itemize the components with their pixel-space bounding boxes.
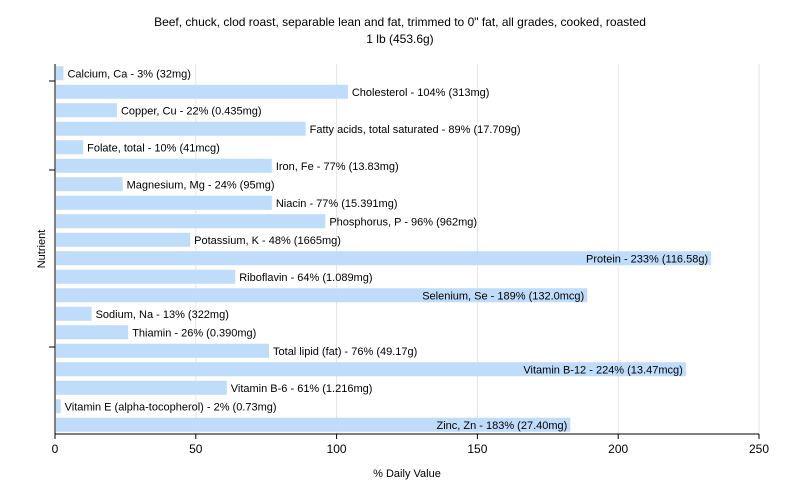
x-axis-title: % Daily Value — [373, 468, 441, 480]
bar-label: Thiamin - 26% (0.390mg) — [132, 327, 256, 339]
bar — [56, 84, 348, 99]
bar-label: Protein - 233% (116.58g) — [586, 253, 708, 265]
bar-label: Potassium, K - 48% (1665mg) — [194, 235, 341, 247]
bar-label: Selenium, Se - 189% (132.0mcg) — [422, 290, 584, 302]
bar — [56, 325, 129, 340]
bar — [56, 195, 272, 210]
bar — [56, 66, 64, 81]
bar — [56, 214, 326, 229]
bar — [56, 380, 227, 395]
chart-title: Beef, chuck, clod roast, separable lean … — [154, 15, 646, 29]
bar — [56, 140, 84, 155]
bar — [56, 251, 712, 266]
x-tick-label: 250 — [749, 442, 769, 456]
bar-label: Magnesium, Mg - 24% (95mg) — [127, 179, 275, 191]
bar-label: Total lipid (fat) - 76% (49.17g) — [273, 346, 417, 358]
x-tick-label: 50 — [189, 442, 203, 456]
bar-label: Vitamin B-12 - 224% (13.47mcg) — [523, 364, 682, 376]
bar — [56, 232, 191, 247]
bar-label: Niacin - 77% (15.391mg) — [276, 198, 398, 210]
bar-label: Cholesterol - 104% (313mg) — [352, 87, 490, 99]
bar — [56, 362, 686, 377]
bar-label: Sodium, Na - 13% (322mg) — [96, 309, 229, 321]
bar-label: Riboflavin - 64% (1.089mg) — [239, 272, 372, 284]
bar-label: Copper, Cu - 22% (0.435mg) — [121, 105, 262, 117]
bar — [56, 121, 306, 136]
x-tick-label: 0 — [52, 442, 59, 456]
bar-label: Folate, total - 10% (41mcg) — [87, 142, 220, 154]
bar — [56, 399, 61, 414]
bar-label: Fatty acids, total saturated - 89% (17.7… — [310, 124, 521, 136]
chart-subtitle: 1 lb (453.6g) — [366, 32, 434, 46]
bar-label: Iron, Fe - 77% (13.83mg) — [276, 161, 399, 173]
x-tick-label: 150 — [467, 442, 487, 456]
bar — [56, 269, 236, 284]
bar — [56, 288, 588, 303]
bar-label: Zinc, Zn - 183% (27.40mg) — [436, 420, 567, 432]
x-tick-label: 100 — [327, 442, 347, 456]
bar — [56, 177, 123, 192]
bar — [56, 343, 270, 358]
bar-label: Phosphorus, P - 96% (962mg) — [329, 216, 477, 228]
bar — [56, 417, 571, 432]
x-tick-label: 200 — [608, 442, 628, 456]
bar — [56, 103, 117, 118]
bar-label: Calcium, Ca - 3% (32mg) — [67, 68, 190, 80]
bar-label: Vitamin E (alpha-tocopherol) - 2% (0.73m… — [65, 401, 277, 413]
bar — [56, 306, 92, 321]
bar-label: Vitamin B-6 - 61% (1.216mg) — [231, 383, 373, 395]
bar — [56, 158, 272, 173]
y-axis-title: Nutrient — [36, 230, 48, 269]
